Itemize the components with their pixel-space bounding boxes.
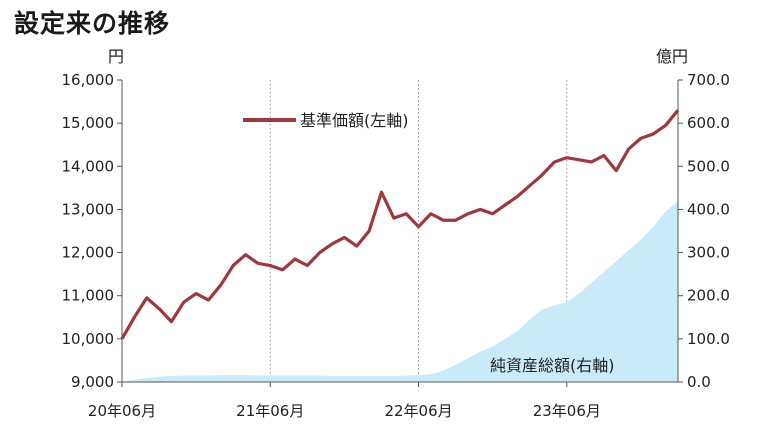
x-tick-label: 21年06月 bbox=[236, 402, 304, 420]
right-tick-label: 200.0 bbox=[687, 287, 730, 305]
chart-title: 設定来の推移 bbox=[14, 9, 171, 38]
right-tick-label: 400.0 bbox=[687, 200, 730, 218]
right-axis-unit: 億円 bbox=[656, 47, 688, 66]
left-tick-label: 13,000 bbox=[62, 200, 115, 218]
net-assets-label: 純資産総額(右軸) bbox=[490, 356, 615, 375]
right-tick-label: 500.0 bbox=[687, 157, 730, 175]
right-tick-label: 300.0 bbox=[687, 244, 730, 262]
left-tick-label: 10,000 bbox=[62, 330, 115, 348]
net-assets-area bbox=[122, 200, 678, 382]
x-tick-label: 20年06月 bbox=[88, 402, 156, 420]
right-tick-label: 100.0 bbox=[687, 330, 730, 348]
line-series bbox=[120, 109, 680, 340]
left-tick-label: 11,000 bbox=[62, 287, 115, 305]
nav-line bbox=[120, 109, 680, 340]
x-tick-label: 22年06月 bbox=[384, 402, 452, 420]
right-tick-label: 700.0 bbox=[687, 71, 730, 89]
x-tick-label: 23年06月 bbox=[533, 402, 601, 420]
left-tick-label: 15,000 bbox=[62, 114, 115, 132]
left-axis-unit: 円 bbox=[108, 47, 124, 66]
legend-nav-label: 基準価額(左軸) bbox=[300, 111, 409, 130]
axes: 9,000 10,000 11,000 12,000 13,000 14,000 15,00… bbox=[62, 47, 730, 420]
left-tick-label: 12,000 bbox=[62, 244, 115, 262]
right-tick-label: 600.0 bbox=[687, 114, 730, 132]
left-tick-label: 9,000 bbox=[71, 373, 114, 391]
right-tick-label: 0.0 bbox=[687, 373, 711, 391]
left-tick-label: 14,000 bbox=[62, 157, 115, 175]
area-series bbox=[122, 200, 678, 382]
left-tick-label: 16,000 bbox=[62, 71, 115, 89]
legend: 基準価額(左軸) 純資産総額(右軸) bbox=[243, 111, 615, 375]
